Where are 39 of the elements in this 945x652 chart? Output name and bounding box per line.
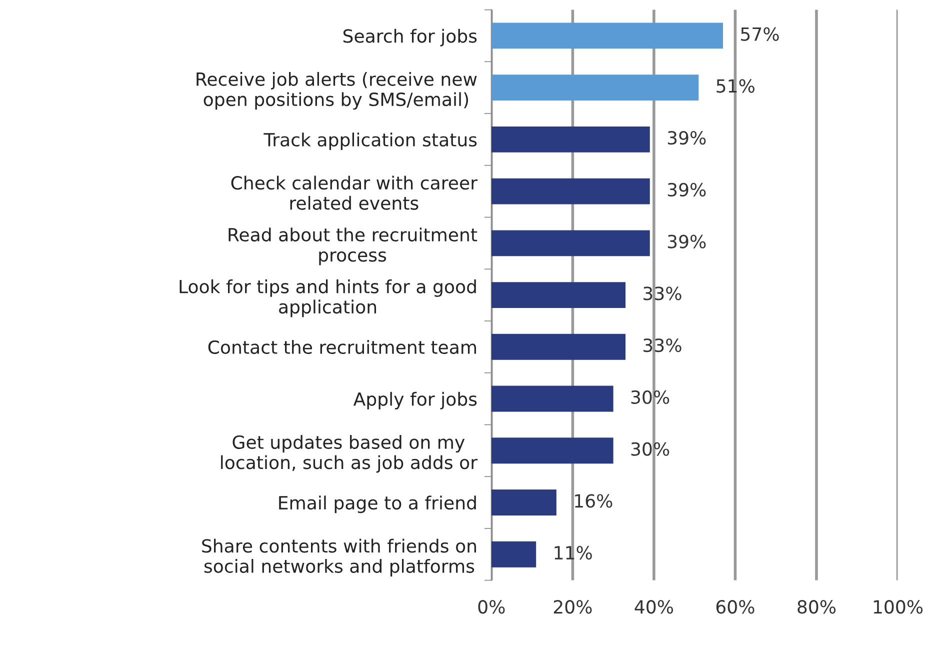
- y-tick-label: Email page to a friend: [279, 496, 476, 514]
- y-tick-label: Look for tips and hints for a good application: [180, 279, 476, 318]
- bar: [491, 230, 650, 256]
- data-label: 51%: [716, 79, 754, 93]
- x-tick-label: 60%: [716, 600, 754, 614]
- data-label: 11%: [554, 546, 592, 560]
- bar: [491, 334, 626, 360]
- y-tick-label: Read about the recruitment process: [228, 228, 478, 266]
- data-label: 57%: [741, 27, 779, 41]
- data-label: 39%: [668, 182, 706, 197]
- bar: [491, 22, 724, 49]
- x-tick-label: 0%: [478, 600, 505, 614]
- y-tick-label: Check calendar with career related events: [231, 176, 478, 210]
- bar: [491, 178, 650, 204]
- data-label: 39%: [668, 131, 706, 145]
- x-tick-label: 80%: [798, 600, 836, 614]
- data-label: 30%: [631, 390, 670, 404]
- bar: [491, 386, 614, 412]
- y-tick-label: Search for jobs: [343, 28, 477, 46]
- bar: [491, 126, 650, 152]
- bar: [491, 74, 699, 101]
- data-label: 33%: [644, 286, 682, 300]
- data-label: 39%: [668, 234, 706, 248]
- y-tick-label: Receive job alerts (receive new open positions by SMS/email): [196, 72, 477, 110]
- y-tick-label: Apply for jobs: [353, 392, 477, 410]
- x-tick-label: 40%: [634, 600, 674, 614]
- x-tick-label: 20%: [554, 600, 592, 614]
- data-label: 16%: [575, 494, 612, 508]
- x-tick-label: 100%: [874, 600, 923, 614]
- bar: [491, 438, 614, 464]
- y-tick-label: Contact the recruitment team: [208, 340, 476, 354]
- bar: [491, 541, 536, 568]
- data-label: 30%: [631, 442, 670, 456]
- bar: [491, 282, 626, 308]
- y-tick-label: Track application status: [264, 132, 477, 150]
- y-tick-label: Share contents with friends on social networks and platforms: [202, 538, 476, 576]
- data-label: 33%: [644, 338, 682, 352]
- bar: [491, 490, 556, 516]
- y-tick-label: Get updates based on my location, such as job adds or: [221, 435, 478, 473]
